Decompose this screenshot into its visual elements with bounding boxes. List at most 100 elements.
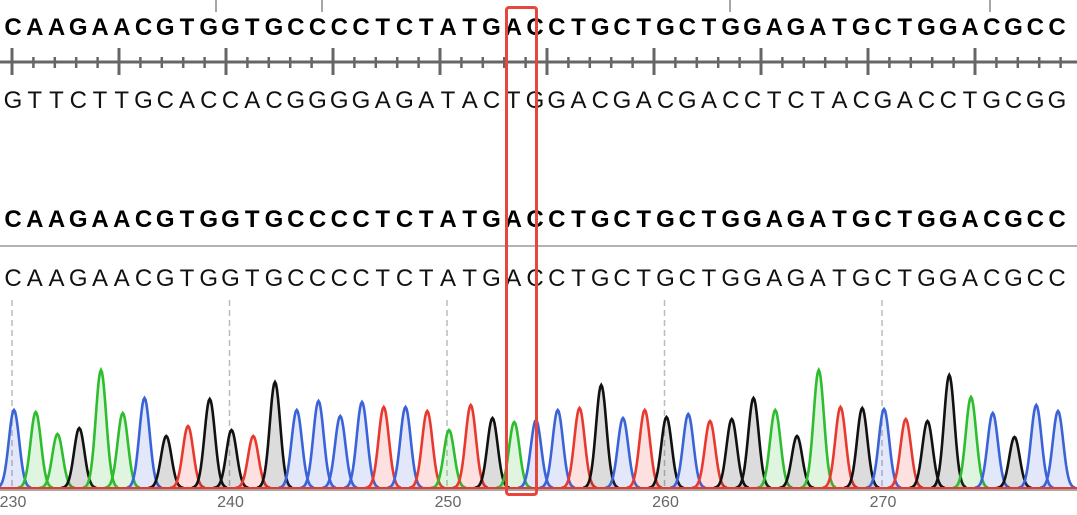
- base-269[interactable]: C: [852, 87, 870, 114]
- base-273[interactable]: G: [938, 265, 958, 292]
- base-232[interactable]: A: [47, 14, 66, 41]
- base-257[interactable]: G: [590, 14, 610, 41]
- base-258[interactable]: C: [613, 14, 631, 41]
- base-253[interactable]: T: [505, 87, 521, 114]
- base-253[interactable]: A: [505, 265, 522, 292]
- base-272[interactable]: G: [917, 265, 936, 292]
- base-241[interactable]: T: [244, 14, 260, 41]
- base-260[interactable]: G: [656, 206, 675, 233]
- base-248[interactable]: C: [395, 14, 414, 41]
- base-237[interactable]: C: [156, 87, 174, 114]
- base-256[interactable]: T: [571, 14, 586, 41]
- base-246[interactable]: G: [351, 87, 371, 114]
- base-266[interactable]: C: [787, 87, 805, 114]
- base-239[interactable]: C: [200, 87, 218, 114]
- base-257[interactable]: G: [590, 206, 610, 233]
- base-240[interactable]: G: [221, 14, 240, 41]
- base-276[interactable]: C: [1004, 87, 1023, 114]
- base-235[interactable]: A: [113, 206, 131, 233]
- base-277[interactable]: C: [1026, 206, 1044, 233]
- base-249[interactable]: A: [418, 87, 435, 114]
- base-267[interactable]: T: [810, 87, 826, 114]
- base-233[interactable]: G: [68, 14, 88, 41]
- base-250[interactable]: A: [439, 206, 457, 233]
- base-262[interactable]: T: [701, 14, 717, 41]
- base-271[interactable]: T: [897, 14, 913, 41]
- base-238[interactable]: T: [179, 265, 195, 292]
- base-252[interactable]: G: [482, 14, 501, 41]
- base-261[interactable]: C: [678, 14, 696, 41]
- base-240[interactable]: C: [221, 87, 240, 114]
- base-232[interactable]: T: [49, 87, 64, 114]
- base-239[interactable]: G: [199, 14, 219, 41]
- base-267[interactable]: A: [809, 265, 826, 292]
- base-234[interactable]: T: [92, 87, 108, 114]
- base-258[interactable]: G: [612, 87, 632, 114]
- base-242[interactable]: G: [264, 265, 284, 292]
- base-267[interactable]: A: [809, 206, 827, 233]
- base-232[interactable]: A: [48, 265, 65, 292]
- base-257[interactable]: G: [590, 265, 610, 292]
- base-247[interactable]: T: [375, 265, 391, 292]
- selected-base-highlight[interactable]: [505, 6, 538, 496]
- base-265[interactable]: A: [765, 14, 783, 41]
- base-274[interactable]: A: [961, 14, 979, 41]
- base-275[interactable]: C: [983, 206, 1001, 233]
- base-246[interactable]: C: [352, 14, 370, 41]
- base-255[interactable]: G: [547, 87, 567, 114]
- base-241[interactable]: T: [244, 265, 260, 292]
- base-278[interactable]: G: [1047, 87, 1067, 114]
- base-275[interactable]: C: [983, 265, 1001, 292]
- base-236[interactable]: C: [134, 14, 153, 41]
- base-270[interactable]: G: [873, 87, 893, 114]
- base-233[interactable]: C: [69, 87, 87, 114]
- base-251[interactable]: A: [461, 87, 478, 114]
- base-242[interactable]: C: [265, 87, 283, 114]
- base-230[interactable]: C: [4, 14, 22, 41]
- base-269[interactable]: G: [851, 14, 871, 41]
- base-243[interactable]: C: [287, 14, 305, 41]
- base-240[interactable]: G: [221, 206, 240, 233]
- base-231[interactable]: T: [27, 87, 43, 114]
- base-238[interactable]: A: [178, 87, 195, 114]
- base-237[interactable]: G: [155, 206, 175, 233]
- base-255[interactable]: C: [548, 206, 566, 233]
- base-274[interactable]: A: [961, 206, 979, 233]
- base-243[interactable]: G: [286, 87, 306, 114]
- base-235[interactable]: A: [113, 14, 131, 41]
- base-234[interactable]: A: [91, 265, 108, 292]
- base-240[interactable]: G: [221, 265, 240, 292]
- base-260[interactable]: C: [656, 87, 675, 114]
- base-275[interactable]: C: [983, 14, 1001, 41]
- base-268[interactable]: A: [831, 87, 848, 114]
- base-244[interactable]: C: [308, 14, 327, 41]
- base-266[interactable]: G: [786, 265, 806, 292]
- base-278[interactable]: C: [1048, 206, 1066, 233]
- base-277[interactable]: C: [1026, 14, 1044, 41]
- base-243[interactable]: C: [287, 265, 305, 292]
- base-255[interactable]: C: [548, 265, 566, 292]
- base-248[interactable]: C: [395, 265, 414, 292]
- base-259[interactable]: T: [636, 206, 652, 233]
- base-273[interactable]: C: [939, 87, 957, 114]
- base-258[interactable]: C: [613, 206, 631, 233]
- base-253[interactable]: A: [504, 206, 522, 233]
- base-270[interactable]: C: [874, 14, 892, 41]
- base-234[interactable]: A: [91, 206, 109, 233]
- base-268[interactable]: T: [832, 265, 847, 292]
- base-247[interactable]: T: [375, 14, 391, 41]
- base-259[interactable]: A: [635, 87, 652, 114]
- base-273[interactable]: G: [938, 14, 958, 41]
- base-230[interactable]: C: [4, 265, 22, 292]
- base-262[interactable]: A: [700, 87, 717, 114]
- base-236[interactable]: C: [134, 206, 153, 233]
- base-267[interactable]: A: [809, 14, 827, 41]
- base-272[interactable]: C: [917, 87, 936, 114]
- base-272[interactable]: G: [917, 206, 936, 233]
- base-263[interactable]: G: [721, 265, 741, 292]
- base-252[interactable]: G: [482, 265, 501, 292]
- base-276[interactable]: G: [1004, 14, 1023, 41]
- base-251[interactable]: T: [462, 14, 478, 41]
- base-244[interactable]: C: [308, 265, 327, 292]
- base-242[interactable]: G: [264, 206, 284, 233]
